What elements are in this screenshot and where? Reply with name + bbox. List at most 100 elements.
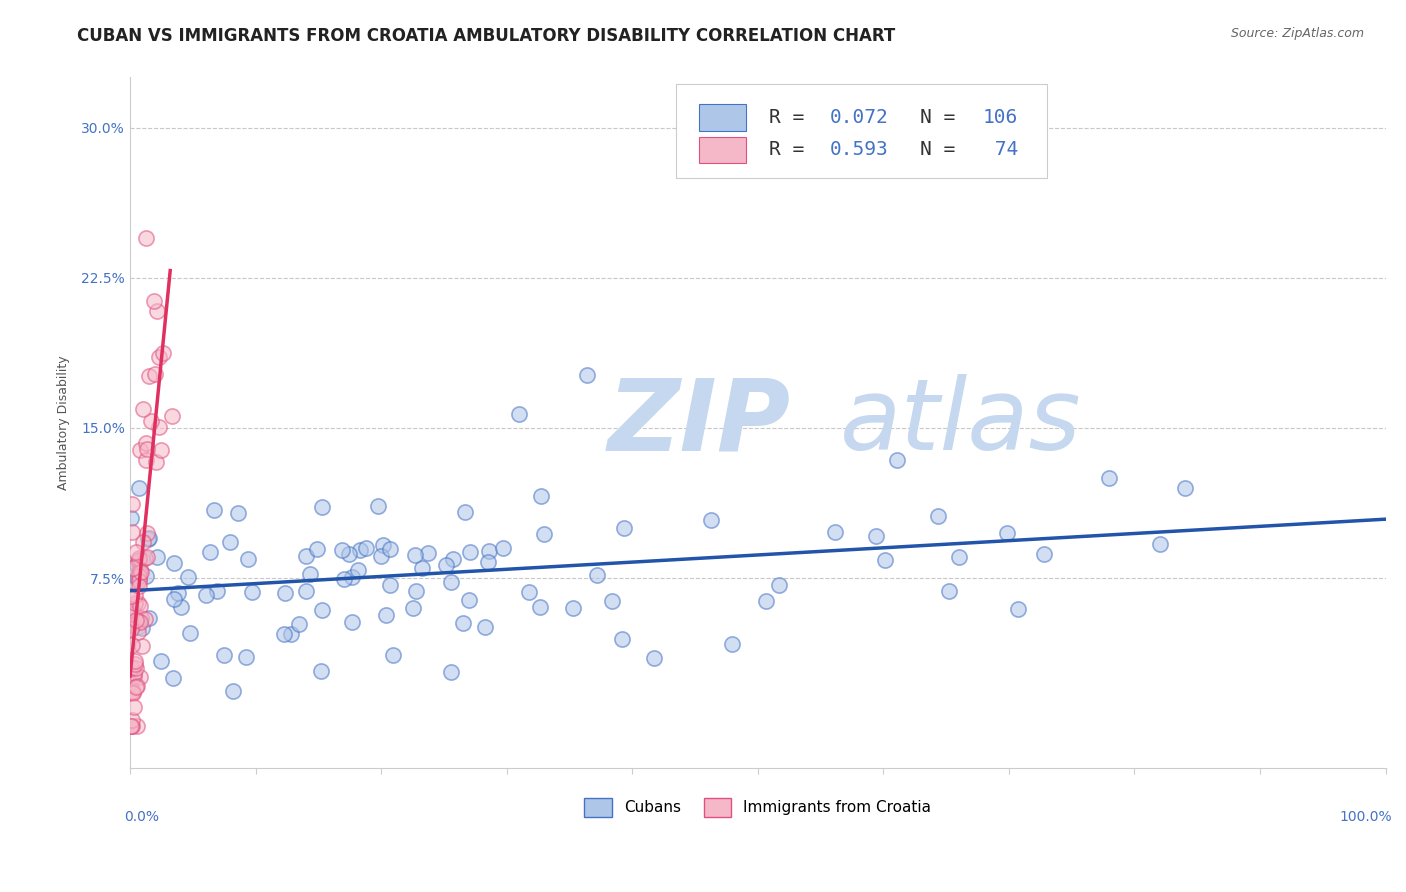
Point	[1007, 602, 1029, 616]
Point	[121, 617, 143, 632]
Point	[342, 570, 364, 584]
Point	[349, 542, 371, 557]
Point	[1098, 471, 1121, 485]
Point	[138, 532, 160, 546]
Point	[125, 558, 148, 572]
Point	[755, 594, 778, 608]
Point	[508, 407, 530, 421]
Point	[938, 583, 960, 598]
Point	[121, 661, 143, 675]
Point	[401, 601, 423, 615]
Point	[128, 565, 150, 579]
Point	[170, 599, 193, 614]
Point	[125, 719, 148, 733]
Point	[457, 593, 479, 607]
Point	[492, 541, 515, 555]
Point	[120, 510, 142, 524]
Point	[120, 606, 142, 620]
Point	[700, 513, 723, 527]
Point	[121, 686, 143, 700]
Point	[575, 368, 598, 382]
Point	[120, 607, 142, 622]
Point	[148, 351, 170, 365]
Point	[288, 616, 311, 631]
Point	[198, 545, 221, 559]
Point	[380, 542, 402, 557]
Point	[122, 561, 145, 575]
Point	[367, 499, 389, 513]
Point	[474, 620, 496, 634]
Point	[128, 572, 150, 586]
Point	[451, 615, 474, 630]
Point	[374, 607, 396, 622]
Point	[141, 414, 163, 428]
Point	[128, 481, 150, 495]
Point	[212, 648, 235, 662]
Point	[177, 569, 200, 583]
Text: R =: R =	[769, 140, 815, 160]
Point	[221, 684, 243, 698]
Point	[135, 436, 157, 450]
Point	[273, 626, 295, 640]
Point	[824, 525, 846, 540]
Point	[721, 637, 744, 651]
Point	[121, 497, 143, 511]
Point	[127, 614, 149, 628]
Y-axis label: Ambulatory Disability: Ambulatory Disability	[58, 356, 70, 491]
Point	[236, 551, 259, 566]
Point	[125, 571, 148, 585]
Point	[122, 669, 145, 683]
Point	[162, 409, 184, 423]
Point	[121, 684, 143, 698]
Point	[128, 670, 150, 684]
Point	[529, 600, 551, 615]
Point	[132, 535, 155, 549]
Point	[124, 588, 146, 602]
Text: 0.0%: 0.0%	[124, 810, 159, 823]
Point	[440, 574, 463, 589]
Point	[371, 538, 394, 552]
Point	[948, 549, 970, 564]
Point	[121, 638, 143, 652]
Point	[610, 632, 633, 646]
Point	[562, 601, 585, 615]
Point	[416, 546, 439, 560]
FancyBboxPatch shape	[676, 85, 1046, 178]
Point	[586, 568, 609, 582]
Point	[533, 527, 555, 541]
Point	[134, 550, 156, 565]
Point	[530, 490, 553, 504]
Point	[127, 625, 149, 640]
Point	[478, 543, 501, 558]
Point	[340, 615, 363, 630]
Point	[129, 565, 152, 579]
Point	[152, 346, 174, 360]
Point	[146, 549, 169, 564]
Point	[136, 442, 159, 456]
FancyBboxPatch shape	[699, 136, 747, 163]
Point	[370, 549, 392, 563]
Point	[163, 556, 186, 570]
Point	[136, 550, 159, 565]
Point	[205, 584, 228, 599]
Point	[240, 585, 263, 599]
Point	[128, 442, 150, 457]
Point	[120, 677, 142, 691]
Point	[128, 553, 150, 567]
Text: N =: N =	[920, 108, 967, 127]
Point	[138, 369, 160, 384]
Text: N =: N =	[920, 140, 967, 160]
Point	[128, 599, 150, 613]
Point	[380, 578, 402, 592]
Legend: Cubans, Immigrants from Croatia: Cubans, Immigrants from Croatia	[578, 792, 938, 822]
Point	[873, 553, 896, 567]
Text: 0.593: 0.593	[830, 140, 889, 160]
Text: 100.0%: 100.0%	[1339, 810, 1392, 823]
Point	[643, 650, 665, 665]
Point	[405, 584, 427, 599]
Point	[163, 592, 186, 607]
Point	[124, 596, 146, 610]
Point	[129, 611, 152, 625]
Point	[865, 529, 887, 543]
Point	[1033, 547, 1056, 561]
